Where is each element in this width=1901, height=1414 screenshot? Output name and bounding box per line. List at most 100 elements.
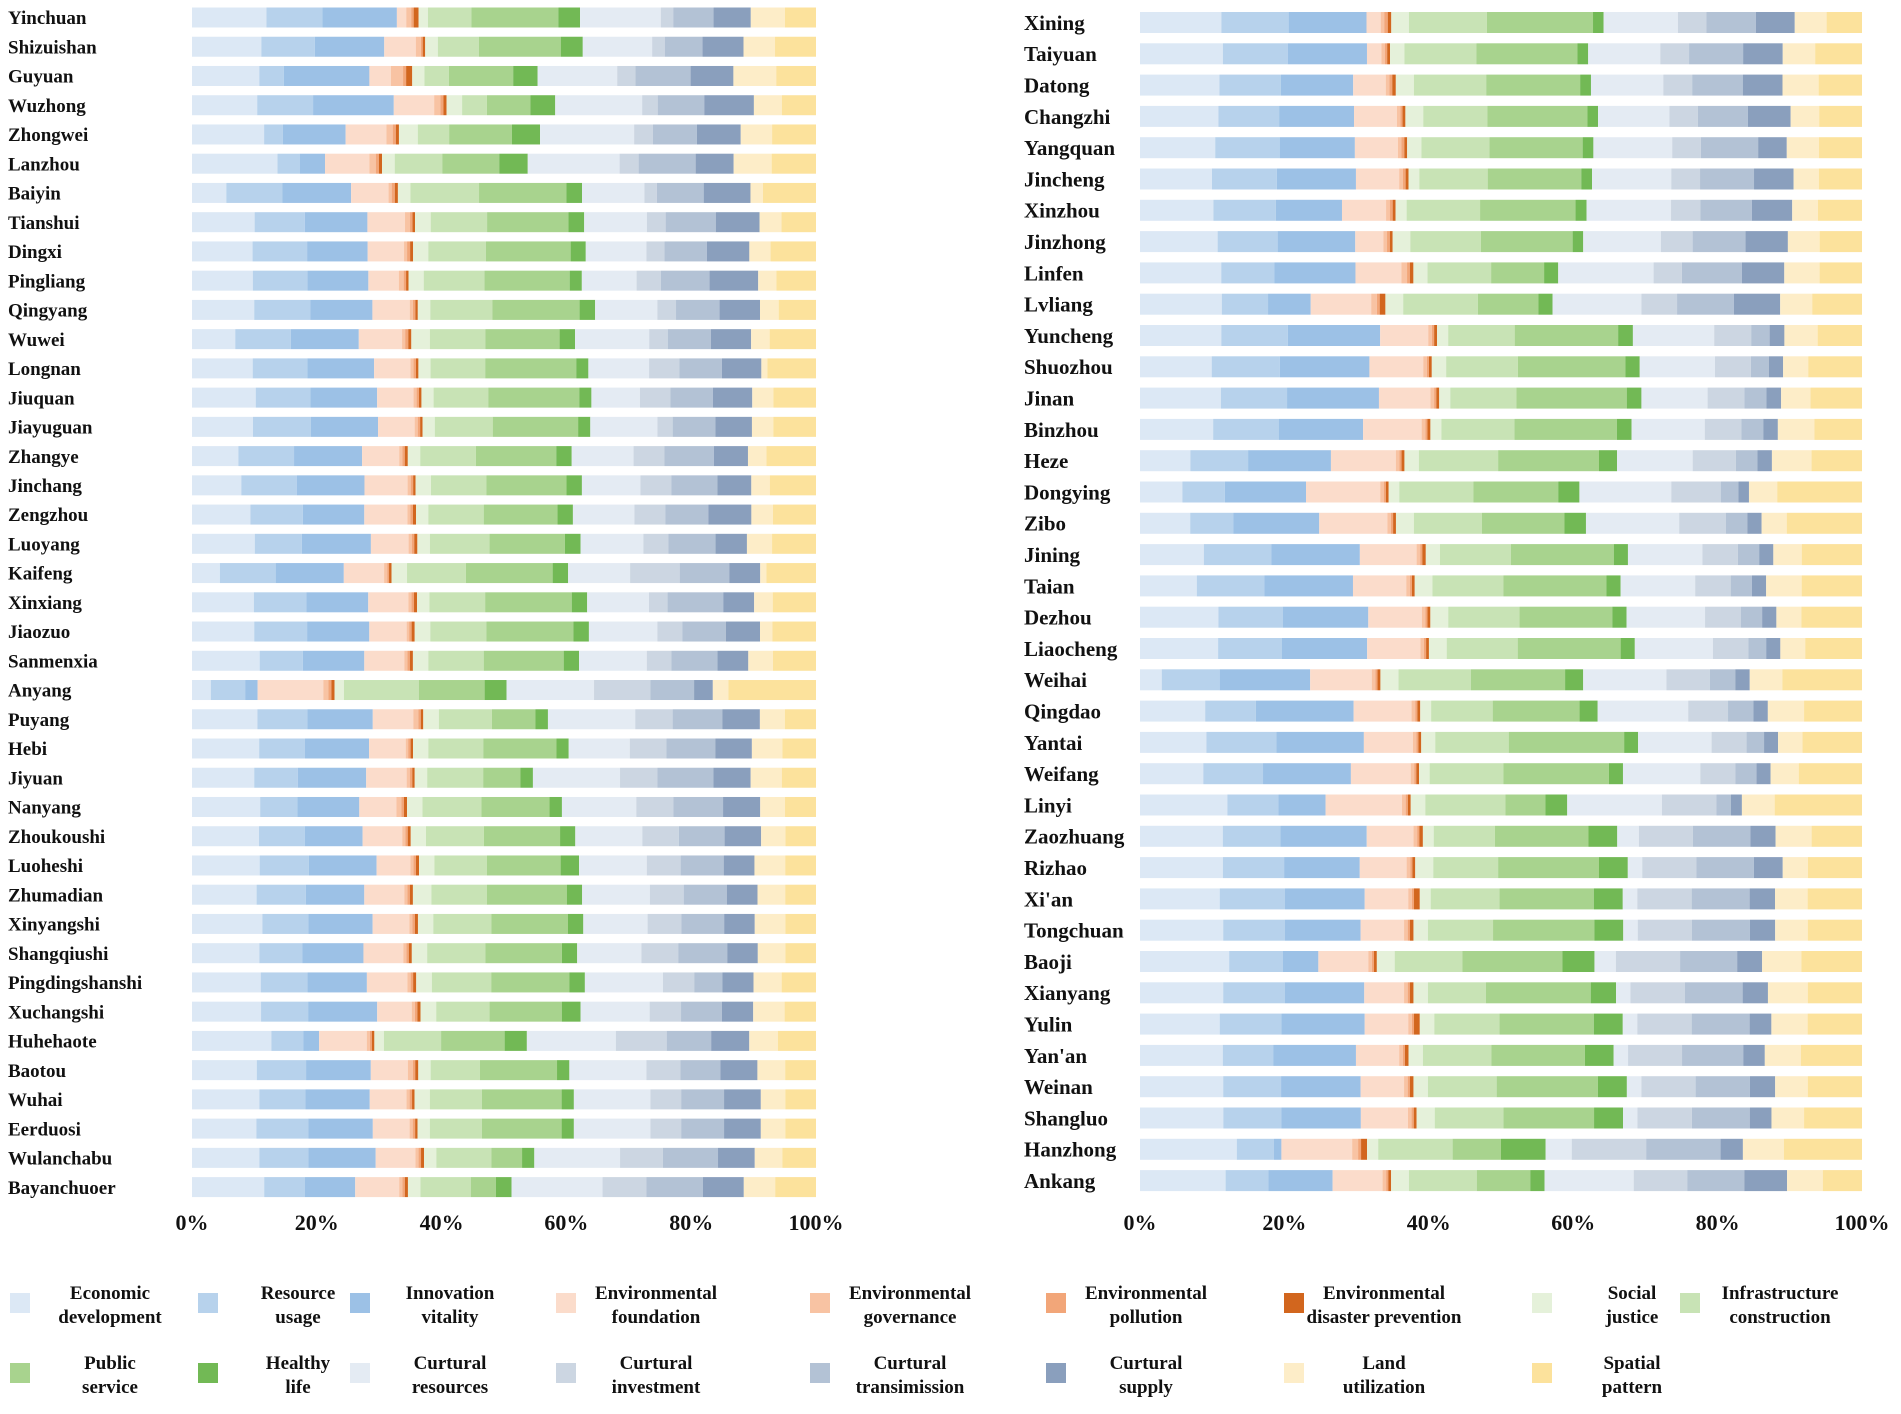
category-label: Baiyin bbox=[8, 184, 61, 205]
bar-segment bbox=[1413, 825, 1418, 847]
bar-segment bbox=[1427, 1076, 1497, 1098]
bar-segment bbox=[1388, 1170, 1392, 1192]
bar-row: Jinzhong bbox=[1024, 230, 1862, 254]
bar-segment bbox=[1410, 231, 1481, 253]
bar-segment bbox=[1751, 325, 1770, 346]
bar-segment bbox=[296, 475, 365, 496]
bar-segment bbox=[1388, 481, 1400, 503]
bar-segment bbox=[1140, 105, 1219, 127]
bar-segment bbox=[1634, 638, 1713, 659]
bar-segment bbox=[1822, 1170, 1862, 1192]
bar-row: Taiyuan bbox=[1024, 42, 1862, 66]
category-label: Zhangye bbox=[8, 447, 79, 468]
bar-segment bbox=[785, 1089, 816, 1110]
bar-segment bbox=[1274, 262, 1356, 284]
bar-segment bbox=[754, 913, 786, 934]
category-label: Qingdao bbox=[1024, 699, 1101, 723]
bar-segment bbox=[1355, 168, 1400, 190]
bar-segment bbox=[1743, 1044, 1765, 1066]
bar-segment bbox=[1203, 544, 1272, 566]
bar-segment bbox=[590, 416, 658, 437]
bar-segment bbox=[1446, 638, 1518, 659]
bar-segment bbox=[375, 1147, 416, 1168]
bar-segment bbox=[418, 7, 428, 28]
bar-segment bbox=[408, 943, 412, 964]
bar-segment bbox=[560, 826, 576, 847]
bar-segment bbox=[420, 446, 476, 467]
bar-segment bbox=[757, 1060, 786, 1081]
bar-segment bbox=[680, 855, 724, 876]
bar-segment bbox=[351, 182, 389, 203]
bar-segment bbox=[1762, 606, 1777, 628]
bar-segment bbox=[376, 855, 411, 876]
bar-segment bbox=[639, 387, 671, 408]
bar-segment bbox=[192, 1089, 260, 1110]
bar-segment bbox=[1140, 951, 1230, 972]
category-label: Zhumadian bbox=[8, 885, 103, 906]
bar-segment bbox=[413, 7, 419, 28]
bar-segment bbox=[733, 153, 772, 174]
bar-segment bbox=[219, 563, 276, 584]
bar-segment bbox=[757, 943, 786, 964]
bar-row: Zhoukoushi bbox=[8, 826, 816, 848]
bar-segment bbox=[1748, 481, 1778, 503]
bar-segment bbox=[407, 826, 411, 847]
bar-segment bbox=[420, 416, 423, 437]
bar-segment bbox=[412, 650, 429, 671]
bar-segment bbox=[307, 709, 373, 730]
bar-segment bbox=[1413, 1076, 1428, 1098]
bar-segment bbox=[666, 738, 716, 759]
bar-segment bbox=[1407, 794, 1411, 816]
bar-segment bbox=[646, 855, 681, 876]
bar-segment bbox=[192, 884, 257, 905]
bar-segment bbox=[1638, 825, 1693, 847]
bar-segment bbox=[582, 182, 645, 203]
bar-segment bbox=[1775, 825, 1812, 847]
bar-segment bbox=[238, 446, 295, 467]
bar-segment bbox=[775, 36, 816, 57]
bar-segment bbox=[369, 65, 391, 86]
bar-segment bbox=[1476, 43, 1578, 65]
bar-segment bbox=[573, 1089, 651, 1110]
bar-segment bbox=[241, 475, 297, 496]
bar-segment bbox=[192, 621, 255, 642]
bar-segment bbox=[1750, 356, 1769, 378]
bar-segment bbox=[1378, 387, 1431, 409]
bar-segment bbox=[1421, 731, 1436, 753]
bar-segment bbox=[1404, 982, 1408, 1004]
bar-segment bbox=[556, 446, 572, 467]
bar-segment bbox=[1371, 293, 1377, 315]
category-label: Xining bbox=[1024, 11, 1085, 35]
bar-row: Baiyin bbox=[8, 182, 816, 205]
bar-segment bbox=[702, 36, 744, 57]
legend-label-line1: Resource bbox=[261, 1283, 336, 1304]
bar-segment bbox=[1638, 731, 1712, 753]
bar-segment bbox=[579, 650, 647, 671]
bar-segment bbox=[403, 270, 407, 291]
bar-segment bbox=[328, 680, 332, 701]
bar-segment bbox=[723, 796, 761, 817]
bar-segment bbox=[1632, 325, 1715, 346]
bar-segment bbox=[1631, 418, 1705, 440]
bar-segment bbox=[1430, 387, 1435, 409]
bar-segment bbox=[1677, 12, 1707, 33]
bar-segment bbox=[1641, 293, 1678, 315]
legend-swatch bbox=[198, 1363, 218, 1383]
bar-segment bbox=[753, 95, 782, 116]
bar-segment bbox=[1653, 262, 1682, 284]
bar-segment bbox=[665, 212, 716, 233]
bar-segment bbox=[1738, 481, 1749, 503]
bar-segment bbox=[1223, 919, 1285, 941]
legend-label-line1: Healthy bbox=[266, 1353, 331, 1374]
bar-row: Lanzhou bbox=[8, 153, 816, 175]
bar-segment bbox=[343, 563, 385, 584]
bar-segment bbox=[372, 913, 410, 934]
bar-segment bbox=[636, 796, 674, 817]
bar-segment bbox=[1412, 731, 1417, 753]
bar-segment bbox=[1712, 638, 1749, 659]
bar-segment bbox=[1575, 199, 1587, 221]
bar-segment bbox=[1140, 982, 1224, 1004]
bar-segment bbox=[722, 709, 760, 730]
bar-segment bbox=[491, 913, 568, 934]
